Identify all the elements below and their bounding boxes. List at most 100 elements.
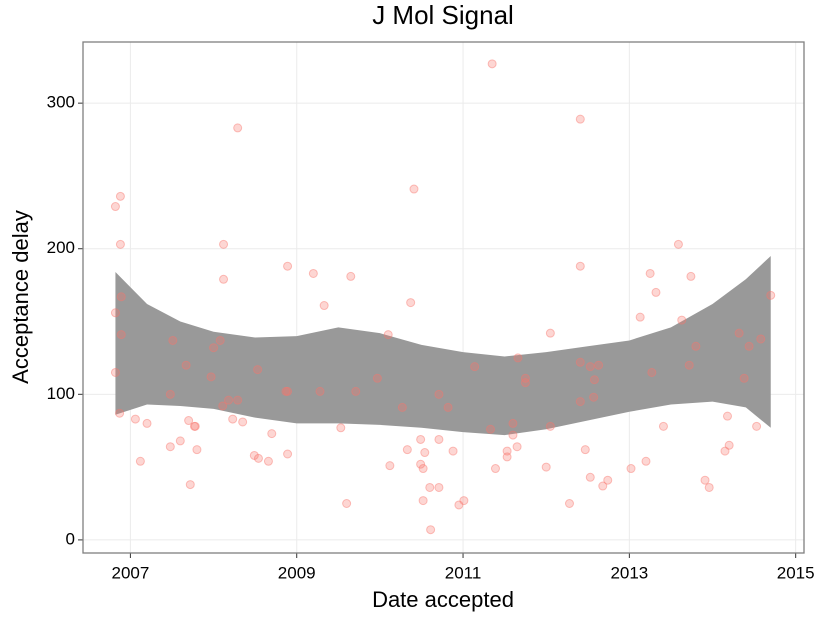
plot-border	[82, 41, 805, 554]
point	[233, 395, 243, 405]
point	[508, 418, 518, 428]
point	[603, 475, 613, 485]
point	[564, 499, 574, 509]
point	[263, 456, 273, 466]
point	[704, 482, 714, 492]
point	[184, 416, 194, 426]
point	[397, 402, 407, 412]
point	[426, 525, 436, 535]
point	[626, 464, 636, 474]
point	[434, 389, 444, 399]
point	[116, 330, 126, 340]
y-tick-label: 300	[47, 93, 75, 112]
point	[209, 343, 219, 353]
point	[233, 123, 243, 133]
point	[575, 357, 585, 367]
point	[372, 373, 382, 383]
chart-title: J Mol Signal	[372, 0, 514, 30]
point	[206, 372, 216, 382]
y-tick-label: 100	[47, 384, 75, 403]
x-tick-label: 2013	[610, 563, 648, 582]
point	[253, 453, 263, 463]
point	[115, 408, 125, 418]
point	[487, 59, 497, 69]
point	[434, 434, 444, 444]
point	[641, 456, 651, 466]
y-tick-label: 0	[66, 529, 75, 548]
point	[454, 500, 464, 510]
y-axis-label: Acceptance delay	[8, 210, 33, 384]
point	[420, 448, 430, 458]
point	[585, 472, 595, 482]
point	[658, 421, 668, 431]
point	[283, 449, 293, 459]
x-tick-label: 2011	[445, 563, 482, 582]
point	[720, 446, 730, 456]
point	[283, 386, 293, 396]
point	[673, 239, 683, 249]
point	[228, 414, 238, 424]
point	[416, 434, 426, 444]
point	[110, 308, 120, 318]
point	[409, 184, 419, 194]
point	[416, 459, 426, 469]
point	[224, 395, 234, 405]
point	[691, 341, 701, 351]
point	[336, 423, 346, 433]
point	[130, 414, 140, 424]
point	[315, 386, 325, 396]
point	[677, 315, 687, 325]
point	[181, 360, 191, 370]
y-tick-label: 200	[47, 238, 75, 257]
point	[219, 274, 229, 284]
point	[485, 424, 495, 434]
point	[575, 261, 585, 271]
point	[402, 445, 412, 455]
point	[508, 430, 518, 440]
point	[190, 421, 200, 431]
point	[189, 421, 199, 431]
point	[192, 445, 202, 455]
point	[142, 418, 152, 428]
point	[598, 481, 608, 491]
point	[319, 301, 329, 311]
point	[513, 353, 523, 363]
point	[281, 386, 291, 396]
x-tick-label: 2015	[777, 563, 815, 582]
point	[342, 499, 352, 509]
confidence-band	[115, 256, 771, 436]
point	[470, 362, 480, 372]
point	[175, 436, 185, 446]
point	[635, 312, 645, 322]
x-tick-label: 2007	[111, 563, 149, 582]
point	[502, 446, 512, 456]
point	[418, 496, 428, 506]
point	[520, 373, 530, 383]
x-tick-label: 2009	[278, 563, 316, 582]
point	[283, 261, 293, 271]
point	[686, 271, 696, 281]
point	[700, 475, 710, 485]
point	[645, 268, 655, 278]
point	[218, 401, 228, 411]
point	[589, 375, 599, 385]
point	[116, 292, 126, 302]
point	[739, 373, 749, 383]
point	[434, 482, 444, 492]
point	[575, 397, 585, 407]
point	[215, 335, 225, 345]
point	[684, 360, 694, 370]
point	[110, 202, 120, 212]
point	[766, 290, 776, 300]
point	[722, 411, 732, 421]
point	[752, 421, 762, 431]
point	[756, 334, 766, 344]
point	[165, 442, 175, 452]
point	[545, 421, 555, 431]
point	[502, 452, 512, 462]
point	[520, 378, 530, 388]
point	[351, 386, 361, 396]
point	[185, 480, 195, 490]
